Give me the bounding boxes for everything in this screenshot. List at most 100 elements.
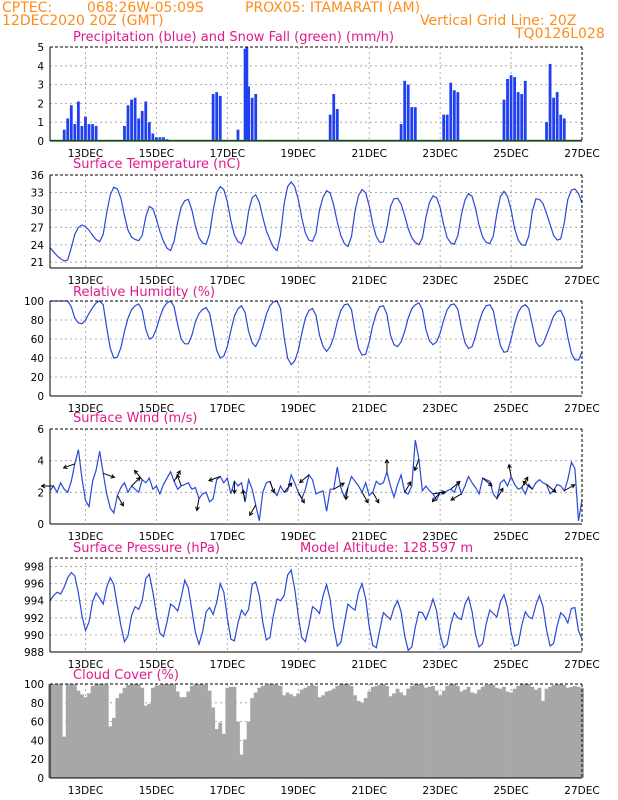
wind-title: Surface Wind (m/s) bbox=[73, 411, 197, 426]
wind-arrow bbox=[450, 481, 461, 490]
wind-arrow-head bbox=[241, 488, 246, 494]
precip-panel: 0 1 2 3 4 5 13DEC 15DEC 17DEC 19DEC 21DEC 23DEC 25DE… bbox=[37, 42, 599, 160]
cloud-bar bbox=[548, 686, 553, 778]
cloud-bar bbox=[441, 690, 446, 778]
cloud-bar bbox=[526, 684, 531, 778]
humidity-ytick-label: 0 bbox=[37, 391, 44, 403]
wind-arrow-head bbox=[406, 481, 412, 486]
precip-bar bbox=[456, 92, 460, 141]
cloud-bar bbox=[484, 684, 489, 778]
precip-bar bbox=[332, 94, 336, 141]
wind-arrow bbox=[508, 464, 512, 477]
pressure-xtick-label: 23DEC bbox=[422, 659, 457, 671]
wind-arrow-head bbox=[384, 458, 390, 464]
wind-arrow bbox=[345, 487, 349, 500]
cloud-bar bbox=[154, 685, 159, 778]
wind-arrow bbox=[496, 488, 504, 499]
wind-arrow-head bbox=[176, 473, 181, 479]
cloud-bar bbox=[282, 695, 287, 778]
cloud-bar bbox=[555, 684, 560, 778]
cloud-bar bbox=[289, 694, 294, 778]
cloud-bar bbox=[65, 684, 70, 778]
wind-arrow-head bbox=[110, 474, 116, 479]
cloud-bar bbox=[338, 684, 343, 778]
precip-bar bbox=[144, 101, 148, 141]
cloud-bar bbox=[480, 686, 485, 778]
header-coords: 068:26W-05:09S bbox=[87, 0, 204, 16]
cloud-bar bbox=[260, 685, 265, 778]
cloud-bar bbox=[541, 700, 545, 778]
wind-arrow bbox=[546, 484, 557, 493]
wind-arrow bbox=[450, 493, 462, 501]
cloud-bar bbox=[257, 687, 262, 778]
wind-arrow-head bbox=[364, 498, 369, 504]
precip-bar bbox=[162, 137, 165, 141]
precip-xtick-label: 21DEC bbox=[351, 148, 386, 160]
wind-arrow-head bbox=[499, 487, 504, 493]
wind-arrow-head bbox=[62, 464, 68, 470]
wind-arrow bbox=[269, 481, 275, 493]
precip-bar bbox=[137, 118, 141, 141]
wind-arrow-head bbox=[413, 466, 419, 472]
cloud-bar bbox=[385, 685, 389, 778]
wind-arrow bbox=[134, 470, 143, 480]
cloud-ytick-label: 80 bbox=[31, 698, 44, 710]
cloud-bar bbox=[377, 684, 382, 778]
cloud-bar bbox=[392, 693, 396, 778]
precip-bar bbox=[84, 116, 87, 141]
precip-xtick-label: 23DEC bbox=[422, 148, 457, 160]
wind-arrow bbox=[522, 481, 533, 490]
cloud-bar bbox=[466, 686, 471, 778]
cloud-bar bbox=[345, 684, 350, 778]
cloud-bar bbox=[310, 684, 315, 778]
humidity-panel: 0 20 40 60 80 100 13DEC 15DEC 17DEC 19DEC 21DEC 23D… bbox=[24, 296, 600, 415]
cloud-bar bbox=[133, 684, 138, 778]
wind-arrow-head bbox=[133, 469, 139, 475]
pressure-ytick-label: 998 bbox=[24, 562, 44, 574]
cloud-bar bbox=[271, 684, 276, 778]
cloud-bar bbox=[51, 684, 56, 778]
cloud-bar bbox=[108, 726, 113, 778]
cloud-bar bbox=[498, 688, 503, 778]
humidity-xtick-label: 15DEC bbox=[139, 403, 174, 415]
cloud-bar bbox=[558, 684, 563, 778]
humidity-xtick-label: 27DEC bbox=[564, 403, 599, 415]
cloud-bar bbox=[76, 690, 81, 778]
precip-xtick-label: 13DEC bbox=[68, 148, 103, 160]
cloud-ytick-label: 0 bbox=[37, 773, 44, 785]
precip-bar bbox=[328, 114, 332, 141]
precip-bar bbox=[66, 118, 70, 141]
cloud-bar bbox=[576, 686, 581, 778]
precip-bar bbox=[76, 101, 80, 141]
precip-bar bbox=[254, 94, 258, 141]
wind-arrow-head bbox=[249, 511, 254, 517]
precip-ytick-label: 2 bbox=[37, 98, 44, 110]
cloud-bar bbox=[551, 684, 556, 778]
cloud-bar bbox=[349, 685, 354, 778]
cloud-bar bbox=[533, 689, 538, 778]
cloud-bar bbox=[572, 685, 577, 778]
wind-xtick-label: 15DEC bbox=[139, 531, 174, 543]
cloud-bar bbox=[427, 686, 432, 778]
cloud-bar bbox=[519, 684, 524, 778]
precip-ytick-label: 1 bbox=[37, 117, 44, 129]
cloud-bar bbox=[62, 736, 67, 778]
cloud-bar bbox=[200, 684, 205, 778]
cloud-bar bbox=[197, 684, 201, 778]
cloud-bar bbox=[143, 705, 148, 778]
precip-bar bbox=[80, 125, 84, 141]
humidity-line bbox=[50, 300, 583, 366]
cloud-ytick-label: 100 bbox=[24, 679, 44, 691]
cloud-bar bbox=[292, 696, 297, 778]
wind-arrow bbox=[414, 458, 420, 471]
cloud-bar bbox=[104, 684, 109, 778]
cloud-bar bbox=[314, 685, 318, 778]
cloud-bar bbox=[399, 692, 404, 778]
precip-bar bbox=[236, 129, 240, 141]
cloud-bar bbox=[395, 688, 400, 778]
cloud-bar bbox=[491, 684, 496, 778]
wind-xtick-label: 25DEC bbox=[493, 531, 528, 543]
cloud-bar bbox=[381, 684, 386, 778]
cloud-bar bbox=[580, 687, 584, 778]
precip-bar bbox=[247, 86, 251, 141]
